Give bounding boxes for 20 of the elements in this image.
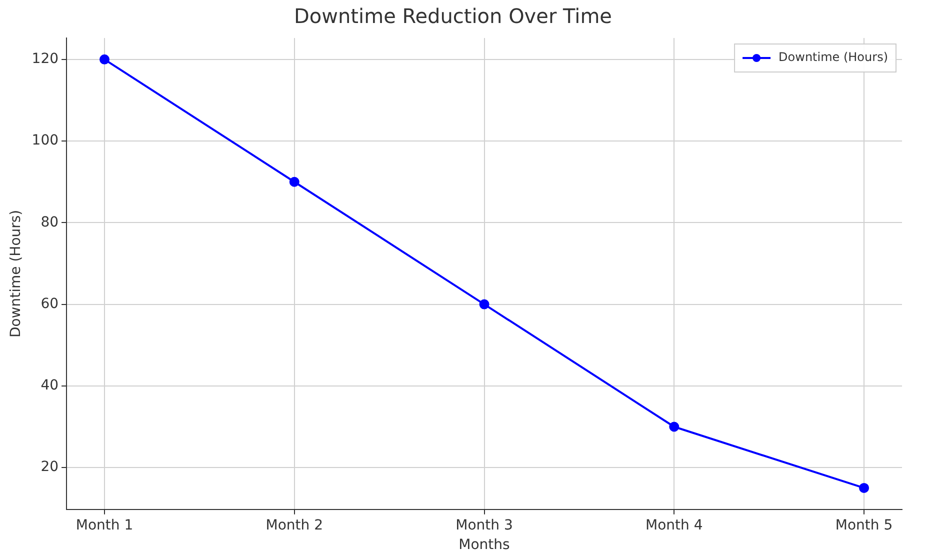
- x-tick-label: Month 5: [835, 517, 893, 534]
- point: [100, 54, 110, 64]
- point: [669, 422, 680, 432]
- point: [479, 299, 490, 310]
- y-tick-label: 60: [40, 296, 59, 312]
- y-tick-label: 40: [40, 378, 59, 394]
- chart-title: Downtime Reduction Over Time: [294, 4, 612, 28]
- x-axis-title: Months: [458, 537, 510, 554]
- x-tick-label: Month 3: [456, 517, 513, 534]
- point: [289, 176, 300, 187]
- y-axis-title: Downtime (Hours): [8, 210, 24, 338]
- y-tick-label: 120: [32, 51, 59, 68]
- x-tick-label: Month 1: [76, 517, 134, 534]
- x-tick-label: Month 2: [266, 517, 324, 534]
- legend-label: Downtime (Hours): [778, 50, 888, 64]
- point: [859, 482, 870, 493]
- y-tick-label: 100: [32, 132, 59, 149]
- y-tick-label: 20: [40, 459, 59, 476]
- x-tick-label: Month 4: [646, 517, 703, 534]
- y-tick-label: 80: [40, 214, 59, 230]
